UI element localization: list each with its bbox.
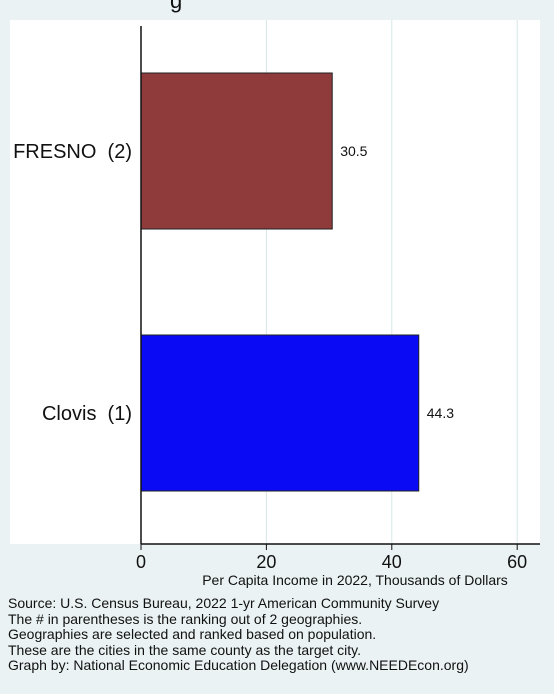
bar-value-label: 30.5	[340, 143, 367, 159]
x-tick-label: 60	[507, 552, 527, 572]
bar-value-label: 44.3	[427, 405, 454, 421]
note-selection: Geographies are selected and ranked base…	[8, 626, 377, 642]
note-source: Source: U.S. Census Bureau, 2022 1-yr Am…	[8, 595, 440, 611]
x-axis-title: Per Capita Income in 2022, Thousands of …	[202, 572, 508, 588]
note-credit: Graph by: National Economic Education De…	[8, 657, 469, 673]
chart-title-fragment: g	[170, 0, 183, 13]
x-tick-label: 20	[256, 552, 276, 572]
category-label: Clovis (1)	[42, 403, 132, 425]
x-tick-label: 0	[136, 552, 146, 572]
note-ranking: The # in parentheses is the ranking out …	[8, 610, 363, 627]
bar	[140, 334, 420, 492]
x-tick-label: 40	[382, 552, 402, 572]
chart-notes: Source: U.S. Census Bureau, 2022 1-yr Am…	[8, 595, 548, 674]
bar	[140, 72, 333, 230]
category-label: FRESNO (2)	[13, 141, 132, 163]
note-county: These are the cities in the same county …	[8, 641, 362, 658]
